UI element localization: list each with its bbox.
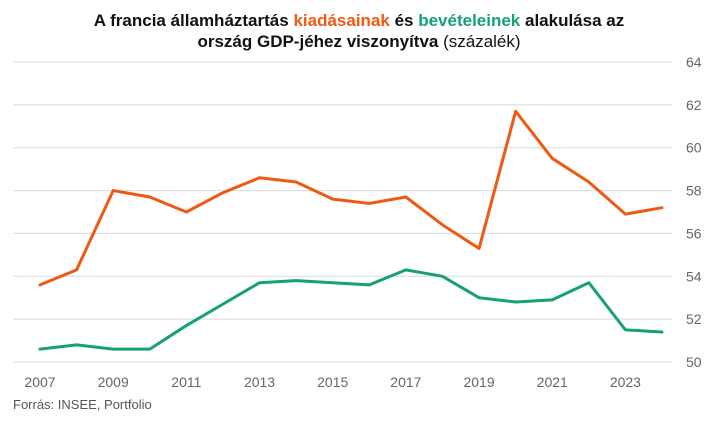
gridlines bbox=[13, 61, 672, 363]
x-tick-label: 2015 bbox=[317, 374, 348, 390]
revenue-point bbox=[551, 298, 554, 302]
x-tick-label: 2013 bbox=[244, 374, 275, 390]
expenditure-point bbox=[38, 283, 42, 287]
expenditure-point bbox=[514, 110, 517, 113]
revenue-point bbox=[221, 302, 225, 306]
x-tick-label: 2023 bbox=[610, 374, 641, 390]
revenue-point bbox=[75, 343, 78, 347]
chart-title-line2: ország GDP-jéhez viszonyítva (százalék) bbox=[0, 31, 718, 52]
y-tick-label: 64 bbox=[686, 54, 702, 70]
y-tick-label: 50 bbox=[686, 354, 702, 370]
expenditure-point bbox=[368, 202, 371, 205]
expenditure-point bbox=[221, 191, 225, 194]
chart-title: A francia államháztartás kiadásainak és … bbox=[0, 10, 718, 52]
source-note: Forrás: INSEE, Portfolio bbox=[13, 397, 152, 412]
revenue-point bbox=[441, 275, 444, 278]
expenditure-point bbox=[148, 195, 151, 199]
title-unit: (százalék) bbox=[438, 32, 521, 51]
revenue-point bbox=[477, 296, 481, 299]
title-expenditure-highlight: kiadásainak bbox=[293, 11, 390, 30]
title-part1: A francia államháztartás bbox=[93, 11, 294, 30]
expenditure-point bbox=[624, 212, 627, 216]
expenditure-point bbox=[551, 157, 554, 160]
expenditure-point bbox=[258, 176, 261, 179]
expenditure-point bbox=[185, 210, 188, 214]
y-tick-label: 62 bbox=[686, 97, 702, 113]
chart-title-line1: A francia államháztartás kiadásainak és … bbox=[0, 10, 718, 31]
y-tick-label: 52 bbox=[686, 311, 702, 327]
title-revenue-highlight: bevételeinek bbox=[418, 11, 521, 30]
revenue-point bbox=[185, 324, 188, 327]
expenditure-point bbox=[477, 247, 481, 250]
expenditure-point bbox=[441, 223, 444, 227]
revenue-point bbox=[148, 347, 151, 351]
expenditure-point bbox=[587, 180, 591, 184]
y-tick-label: 58 bbox=[686, 183, 702, 199]
expenditure-point bbox=[75, 268, 78, 272]
revenue-point bbox=[258, 281, 261, 284]
revenue-point bbox=[514, 300, 517, 304]
x-tick-label: 2021 bbox=[537, 374, 568, 390]
series-lines bbox=[38, 109, 664, 351]
x-tick-label: 2007 bbox=[24, 374, 55, 390]
x-tick-label: 2009 bbox=[98, 374, 129, 390]
title-line2: ország GDP-jéhez viszonyítva bbox=[197, 32, 439, 51]
title-part2: és bbox=[389, 11, 419, 30]
expenditure-point bbox=[404, 195, 408, 199]
revenue-point bbox=[368, 283, 371, 287]
expenditure-point bbox=[111, 189, 115, 192]
expenditure-point bbox=[660, 206, 664, 209]
x-axis-ticks: 2007 2009 2011 2013 2015 2017 2019 2021 2023 bbox=[24, 374, 641, 390]
y-axis-ticks: 50 52 54 56 58 60 62 64 bbox=[686, 54, 702, 370]
expenditure-point bbox=[294, 180, 298, 184]
x-tick-label: 2019 bbox=[463, 374, 494, 390]
revenue-point bbox=[111, 347, 115, 351]
x-tick-label: 2017 bbox=[390, 374, 421, 390]
revenue-point bbox=[660, 330, 664, 334]
title-part3: alakulása az bbox=[520, 11, 625, 30]
revenue-point bbox=[404, 268, 408, 272]
y-tick-label: 60 bbox=[686, 140, 702, 156]
y-tick-label: 56 bbox=[686, 225, 702, 241]
expenditure-point bbox=[331, 197, 334, 201]
y-tick-label: 54 bbox=[686, 268, 702, 284]
revenue-point bbox=[331, 281, 334, 284]
x-tick-label: 2011 bbox=[171, 374, 201, 390]
revenue-point bbox=[38, 347, 42, 351]
revenue-point bbox=[587, 281, 591, 284]
expenditure-line bbox=[38, 109, 664, 287]
revenue-point bbox=[624, 328, 627, 332]
revenue-point bbox=[294, 279, 298, 282]
revenue-line bbox=[38, 268, 664, 351]
